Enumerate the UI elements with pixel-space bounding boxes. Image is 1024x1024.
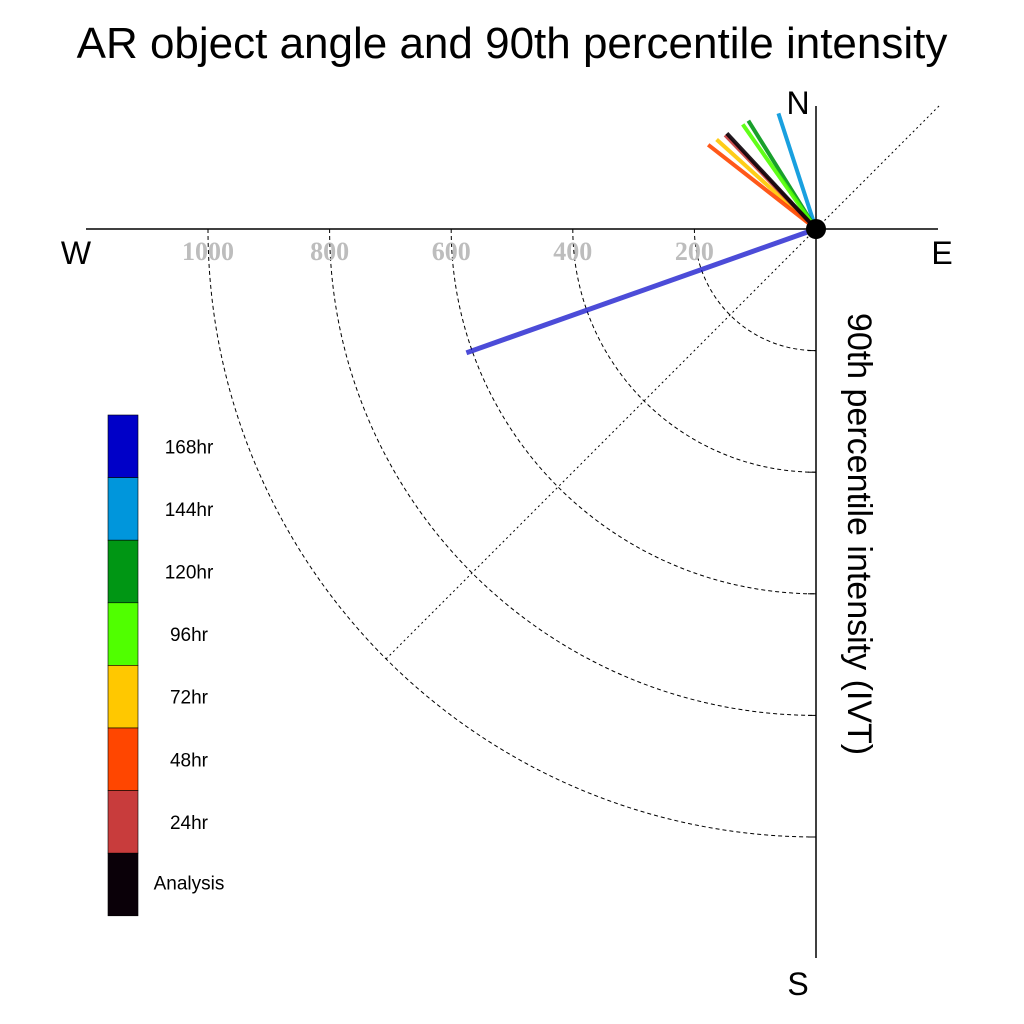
legend-swatch [107, 790, 139, 854]
legend-swatch [107, 602, 139, 666]
grid-layer [207, 104, 941, 838]
legend-label: 96hr [170, 625, 209, 646]
vector-48hr [706, 143, 818, 231]
compass-east: E [931, 235, 952, 271]
legend-swatch [107, 414, 139, 478]
radial-tick-label: 200 [675, 237, 714, 266]
legend-label: 120hr [165, 563, 214, 584]
legend-swatch [107, 539, 139, 604]
vector-144hr [776, 112, 818, 230]
legend-swatch [107, 665, 139, 729]
vector-96hr [741, 123, 818, 231]
legend-label: 24hr [170, 813, 209, 834]
radial-tick-label: 400 [553, 237, 592, 266]
origin-marker [806, 219, 826, 239]
axes-layer [86, 106, 938, 958]
legend-label: 168hr [165, 437, 214, 458]
radial-tick-labels: 200 400 600 800 1000 [182, 237, 816, 838]
diagonal-guide [385, 104, 941, 660]
legend-swatch [107, 727, 139, 791]
range-ring [450, 228, 817, 595]
compass-south: S [787, 966, 808, 1002]
range-ring [572, 228, 817, 473]
radial-tick-label: 600 [432, 237, 471, 266]
radial-tick-label: 1000 [182, 237, 234, 266]
legend-swatch [107, 852, 139, 917]
series-layer [465, 112, 818, 356]
legend: 168hr 144hr 120hr 96hr 72hr 48hr 24hr Analysis [107, 414, 225, 917]
chart-title: AR object angle and 90th percentile inte… [77, 19, 948, 68]
legend-label: Analysis [154, 874, 225, 895]
legend-swatch [107, 477, 139, 541]
compass-north: N [786, 85, 809, 121]
legend-label: 144hr [165, 500, 214, 521]
compass-west: W [61, 235, 92, 271]
radial-axis-label: 90th percentile intensity (IVT) [840, 313, 878, 755]
vector-analysis [725, 132, 818, 231]
radial-tick-label: 800 [310, 237, 349, 266]
legend-label: 48hr [170, 750, 209, 771]
vector-168hr [465, 226, 817, 356]
legend-label: 72hr [170, 688, 209, 709]
